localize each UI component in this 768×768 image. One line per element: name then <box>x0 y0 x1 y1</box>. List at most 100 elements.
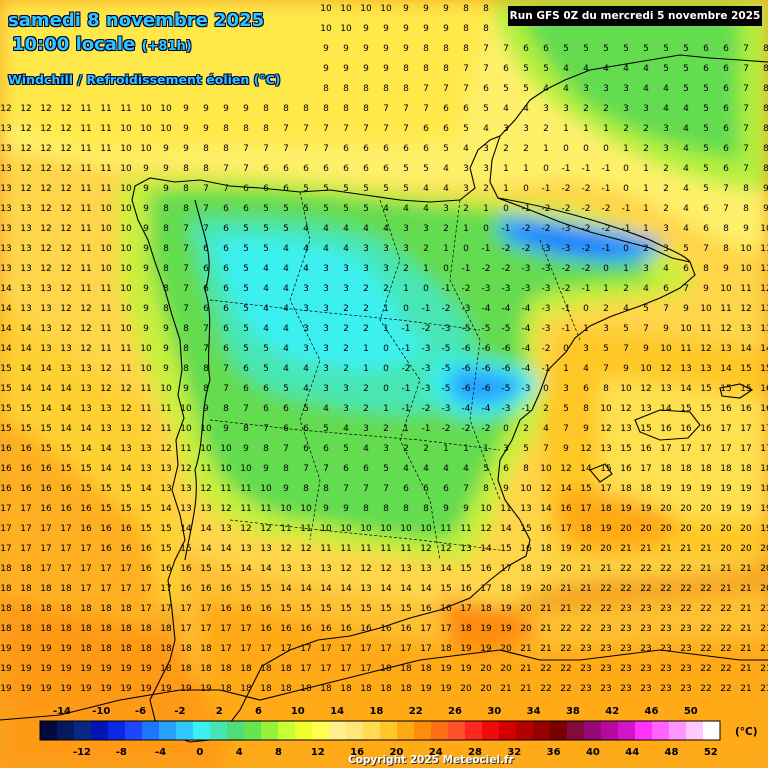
grid-value: 13 <box>460 544 471 554</box>
grid-value: 18 <box>400 664 412 674</box>
grid-value: 5 <box>243 284 249 294</box>
grid-value: 4 <box>683 104 689 114</box>
grid-value: 13 <box>20 244 31 254</box>
grid-value: 2 <box>363 384 369 394</box>
grid-value: 10 <box>280 504 292 514</box>
grid-value: 19 <box>120 664 132 674</box>
grid-value: 10 <box>380 524 392 534</box>
grid-value: 8 <box>763 164 768 174</box>
grid-value: 5 <box>323 424 329 434</box>
grid-value: 12 <box>60 284 71 294</box>
grid-value: 14 <box>420 584 432 594</box>
grid-value: 13 <box>240 544 251 554</box>
grid-value: 2 <box>483 184 489 194</box>
grid-value: 13 <box>20 204 31 214</box>
grid-value: 5 <box>263 364 269 374</box>
grid-value: 10 <box>120 224 132 234</box>
grid-value: 18 <box>160 664 172 674</box>
grid-value: 5 <box>703 104 709 114</box>
grid-value: 16 <box>660 424 672 434</box>
grid-value: 15 <box>100 504 111 514</box>
grid-value: 19 <box>500 624 512 634</box>
grid-value: 9 <box>423 4 429 14</box>
grid-value: 8 <box>283 464 289 474</box>
grid-value: 12 <box>60 204 71 214</box>
grid-value: 1 <box>643 204 649 214</box>
grid-value: 9 <box>143 184 149 194</box>
grid-value: 8 <box>763 84 768 94</box>
grid-value: 11 <box>100 144 111 154</box>
grid-value: 5 <box>243 244 249 254</box>
grid-value: 4 <box>323 404 329 414</box>
grid-value: 18 <box>140 624 152 634</box>
grid-value: 4 <box>403 464 409 474</box>
grid-value: 9 <box>423 24 429 34</box>
grid-value: 5 <box>523 84 529 94</box>
grid-value: -1 <box>462 264 471 274</box>
grid-value: 18 <box>420 664 432 674</box>
grid-value: 1 <box>443 444 449 454</box>
grid-value: 6 <box>223 204 229 214</box>
grid-value: 12 <box>560 464 571 474</box>
legend-frame <box>39 720 721 741</box>
legend-bottom-label: -12 <box>73 747 91 758</box>
grid-value: 17 <box>240 624 251 634</box>
grid-value: 18 <box>240 684 252 694</box>
grid-value: 1 <box>423 264 429 274</box>
grid-value: 2 <box>623 124 629 134</box>
grid-value: 8 <box>523 464 529 474</box>
grid-value: 3 <box>343 284 349 294</box>
grid-value: 21 <box>500 684 511 694</box>
legend-top-label: 34 <box>527 706 541 717</box>
grid-value: 9 <box>283 484 289 494</box>
grid-value: 9 <box>143 304 149 314</box>
grid-value: 7 <box>223 384 229 394</box>
grid-value: 1 <box>403 424 409 434</box>
grid-value: 22 <box>700 664 711 674</box>
grid-value: 15 <box>520 524 531 534</box>
grid-value: 1 <box>463 224 469 234</box>
legend-swatch <box>431 721 449 740</box>
grid-value: -1 <box>442 284 451 294</box>
grid-value: 6 <box>283 164 289 174</box>
grid-value: 22 <box>660 584 671 594</box>
grid-value: 9 <box>723 264 729 274</box>
grid-value: 5 <box>443 144 449 154</box>
grid-value: 17 <box>400 644 411 654</box>
grid-value: 2 <box>663 184 669 194</box>
grid-value: 8 <box>463 24 469 34</box>
grid-value: 7 <box>203 344 209 354</box>
grid-value: 5 <box>283 204 289 214</box>
grid-value: 1 <box>503 164 509 174</box>
grid-value: 4 <box>643 64 649 74</box>
grid-value: 7 <box>463 484 469 494</box>
grid-value: 23 <box>640 644 651 654</box>
grid-value: 12 <box>420 544 431 554</box>
grid-value: 7 <box>403 124 409 134</box>
legend-swatch <box>40 721 58 740</box>
grid-value: -3 <box>562 244 571 254</box>
grid-value: 1 <box>623 144 629 154</box>
grid-value: 14 <box>380 584 392 594</box>
grid-value: 16 <box>560 504 572 514</box>
grid-value: 17 <box>220 644 231 654</box>
grid-value: 8 <box>583 404 589 414</box>
grid-value: 1 <box>543 144 549 154</box>
grid-value: 9 <box>503 484 509 494</box>
grid-value: 2 <box>343 344 349 354</box>
grid-value: 15 <box>740 364 751 374</box>
grid-value: 7 <box>483 64 489 74</box>
grid-value: 13 <box>0 264 11 274</box>
grid-value: 5 <box>703 164 709 174</box>
legend-top-label: 42 <box>605 706 619 717</box>
grid-value: -2 <box>562 284 571 294</box>
grid-value: -1 <box>562 304 571 314</box>
grid-value: 14 <box>80 444 92 454</box>
grid-value: 4 <box>343 224 349 234</box>
grid-value: 16 <box>620 464 632 474</box>
legend-swatch <box>618 721 636 740</box>
grid-value: 5 <box>583 44 589 54</box>
grid-value: 15 <box>720 384 731 394</box>
grid-value: 1 <box>383 404 389 414</box>
grid-value: 3 <box>483 144 489 154</box>
